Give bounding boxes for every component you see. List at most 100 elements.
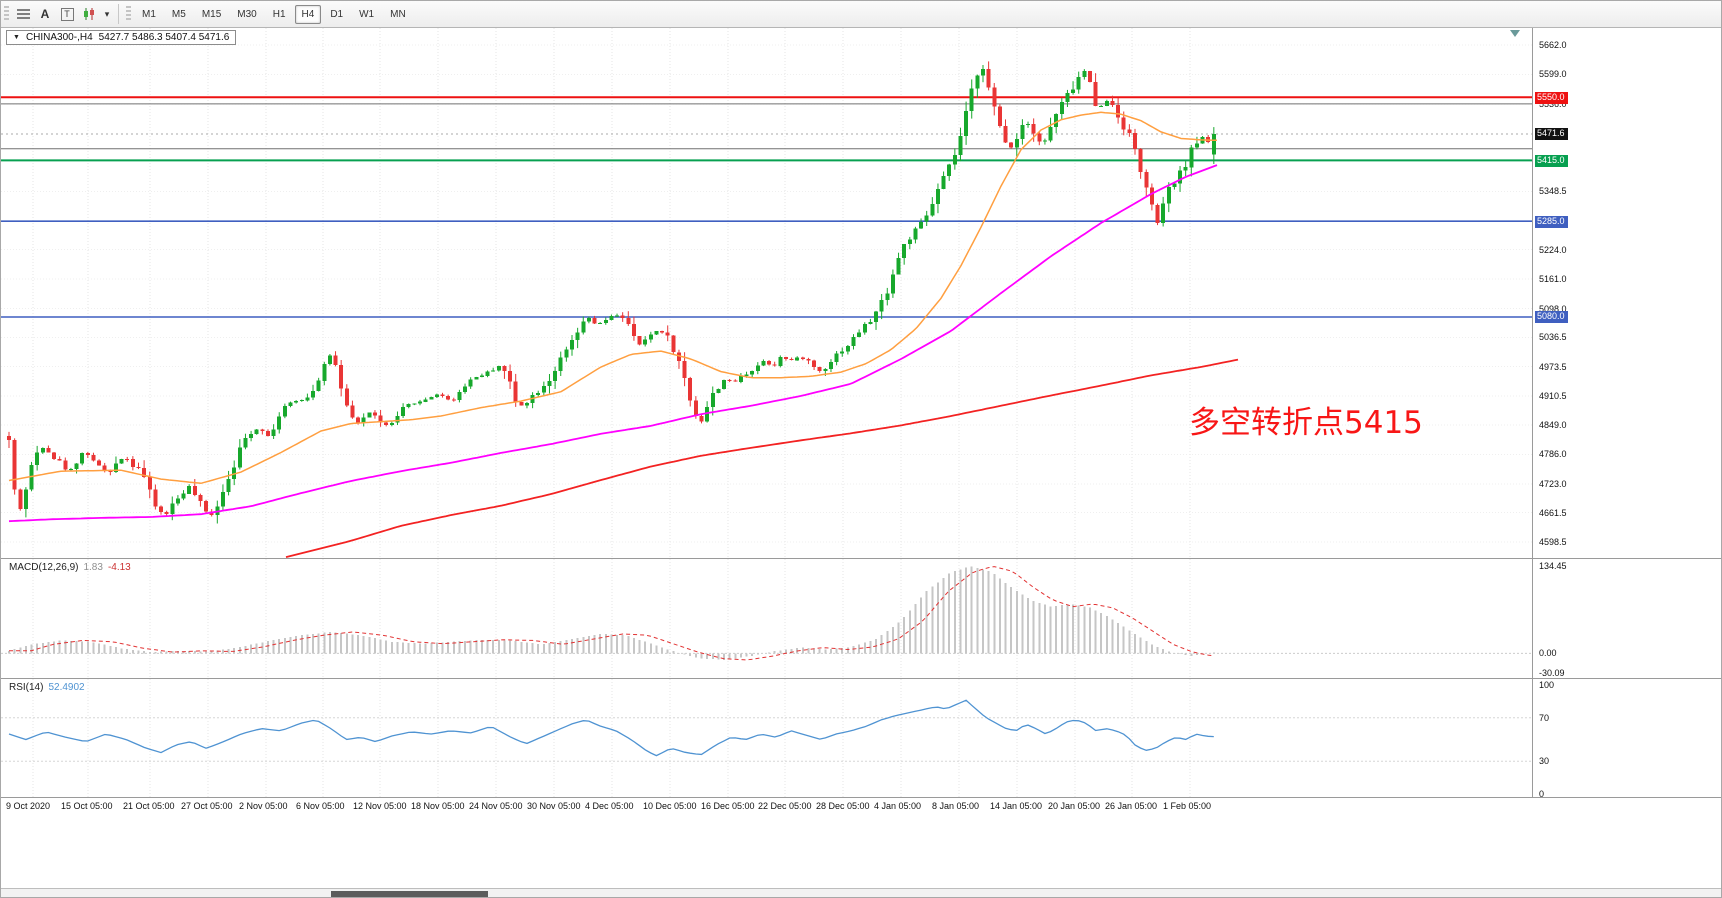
- toolbar: A T ▾ M1 M5 M15 M30 H1 H4 D1 W1 MN: [1, 1, 1721, 27]
- macd-label: MACD(12,26,9) 1.83 -4.13: [9, 562, 131, 573]
- main-chart[interactable]: [1, 28, 1532, 558]
- price-axis-label: 5599.0: [1539, 69, 1567, 79]
- mini-candles-icon: [84, 8, 94, 20]
- macd-axis-label: -30.09: [1539, 668, 1565, 678]
- time-axis-label: 12 Nov 05:00: [353, 801, 407, 811]
- time-axis-label: 4 Jan 05:00: [874, 801, 922, 811]
- cursor-mode-icon[interactable]: A: [35, 4, 55, 24]
- chart-ohlc-values: 5427.7 5486.3 5407.4 5471.6: [98, 32, 230, 43]
- macd-name: MACD(12,26,9): [9, 562, 79, 573]
- time-axis-label: 2 Nov 05:00: [239, 801, 288, 811]
- collapse-icon[interactable]: ▼: [13, 34, 20, 41]
- price-axis[interactable]: 5662.0 5599.0 5536.0 5348.5 5224.0 5161.0 5098…: [1533, 28, 1721, 799]
- rsi-line: [8, 699, 1214, 757]
- price-axis-label: 4723.0: [1539, 479, 1567, 489]
- lines-icon: [16, 9, 30, 19]
- price-axis-label: 5348.5: [1539, 186, 1567, 196]
- rsi-label: RSI(14) 52.4902: [9, 682, 85, 693]
- boxed-t-icon: T: [60, 7, 74, 21]
- panel-separator-main-macd[interactable]: [1, 558, 1721, 559]
- rsi-axis-label: 100: [1539, 680, 1555, 690]
- price-axis-badge: 5285.0: [1535, 216, 1568, 228]
- ma-medium[interactable]: [8, 164, 1218, 523]
- rsi-axis-label: 70: [1539, 713, 1550, 723]
- timeframe-button-m15[interactable]: M15: [201, 8, 222, 20]
- letter-a-icon: A: [40, 7, 50, 21]
- chevron-down-icon[interactable]: ▾: [101, 4, 113, 24]
- rsi-axis-label: 30: [1539, 756, 1550, 766]
- time-axis-label: 21 Oct 05:00: [123, 801, 175, 811]
- time-axis-label: 14 Jan 05:00: [990, 801, 1043, 811]
- time-axis-label: 6 Nov 05:00: [296, 801, 345, 811]
- price-axis-label: 4973.5: [1539, 362, 1567, 372]
- rsi-name: RSI(14): [9, 682, 44, 693]
- time-axis[interactable]: 9 Oct 2020 15 Oct 05:00 21 Oct 05:00 27 Oct…: [1, 798, 1721, 814]
- price-axis-label: 4598.5: [1539, 537, 1567, 547]
- toolbar-drag-handle[interactable]: [4, 6, 9, 22]
- timeframe-button-m1[interactable]: M1: [142, 8, 156, 20]
- chart-ohlc-box: ▼ CHINA300-,H4 5427.7 5486.3 5407.4 5471…: [6, 30, 237, 45]
- timeframe-toolbar: M1 M5 M15 M30 H1 H4 D1 W1 MN: [134, 4, 414, 24]
- macd-panel[interactable]: [1, 559, 1532, 678]
- time-axis-label: 28 Dec 05:00: [816, 801, 870, 811]
- price-axis-label: 5224.0: [1539, 245, 1567, 255]
- caret-glyph: ▾: [104, 8, 110, 19]
- macd-signal-line: [9, 566, 1214, 661]
- panel-separator-macd-rsi[interactable]: [1, 678, 1721, 679]
- ma-slow[interactable]: [285, 358, 1239, 558]
- toolbar-separator: [118, 4, 119, 24]
- time-axis-label: 18 Nov 05:00: [411, 801, 465, 811]
- price-axis-label: 4849.0: [1539, 420, 1567, 430]
- time-axis-label: 26 Jan 05:00: [1105, 801, 1158, 811]
- horizontal-scrollbar[interactable]: [1, 888, 1721, 897]
- macd-main-value: 1.83: [83, 562, 103, 573]
- price-axis-badge: 5080.0: [1535, 311, 1568, 323]
- toolbar-border: [1, 27, 1721, 28]
- time-axis-border: [1, 797, 1721, 798]
- time-axis-label: 9 Oct 2020: [6, 801, 51, 811]
- time-axis-label: 10 Dec 05:00: [643, 801, 697, 811]
- timeframe-button-d1[interactable]: D1: [330, 8, 344, 20]
- timeframe-button-h1[interactable]: H1: [272, 8, 286, 20]
- macd-signal-value: -4.13: [107, 562, 131, 573]
- price-axis-label: 4786.0: [1539, 449, 1567, 459]
- time-axis-label: 15 Oct 05:00: [61, 801, 113, 811]
- price-axis-label: 4661.5: [1539, 508, 1567, 518]
- rsi-panel[interactable]: [1, 679, 1532, 797]
- price-axis-badge: 5415.0: [1535, 155, 1568, 167]
- price-axis-label: 5036.5: [1539, 332, 1567, 342]
- timeframe-button-w1[interactable]: W1: [359, 8, 375, 20]
- chart-shift-marker[interactable]: [1510, 30, 1520, 37]
- scrollbar-thumb[interactable]: [331, 891, 488, 897]
- timeframe-button-mn[interactable]: MN: [390, 8, 406, 20]
- time-axis-label: 24 Nov 05:00: [469, 801, 523, 811]
- price-axis-badge: 5471.6: [1535, 128, 1568, 140]
- time-axis-label: 20 Jan 05:00: [1048, 801, 1101, 811]
- time-axis-label: 8 Jan 05:00: [932, 801, 980, 811]
- macd-axis-label: 0.00: [1539, 648, 1557, 658]
- timeframe-button-m5[interactable]: M5: [171, 8, 186, 20]
- charts-list-icon[interactable]: [13, 4, 33, 24]
- chart-symbol-timeframe: CHINA300-,H4: [25, 32, 93, 43]
- time-axis-label: 30 Nov 05:00: [527, 801, 581, 811]
- price-axis-badge: 5550.0: [1535, 92, 1568, 104]
- price-axis-label: 4910.5: [1539, 391, 1567, 401]
- rsi-value: 52.4902: [48, 682, 85, 693]
- chart-annotation-text[interactable]: 多空转折点5415: [1189, 405, 1423, 441]
- price-axis-label: 5098.0: [1539, 304, 1567, 314]
- toolbar-drag-handle[interactable]: [126, 6, 131, 22]
- macd-axis-label: 134.45: [1539, 561, 1567, 571]
- text-tool-icon[interactable]: T: [57, 4, 77, 24]
- price-axis-label: 5662.0: [1539, 40, 1567, 50]
- time-axis-label: 27 Oct 05:00: [181, 801, 233, 811]
- timeframe-button-m30[interactable]: M30: [237, 8, 257, 20]
- price-axis-border: [1532, 28, 1533, 797]
- time-axis-label: 1 Feb 05:00: [1163, 801, 1212, 811]
- candlestick-chart-icon[interactable]: [79, 4, 99, 24]
- ma-fast[interactable]: [8, 111, 1218, 485]
- time-axis-label: 16 Dec 05:00: [701, 801, 755, 811]
- time-axis-label: 22 Dec 05:00: [758, 801, 812, 811]
- timeframe-button-h4[interactable]: H4: [294, 4, 322, 24]
- rsi-axis-label: 0: [1539, 789, 1545, 799]
